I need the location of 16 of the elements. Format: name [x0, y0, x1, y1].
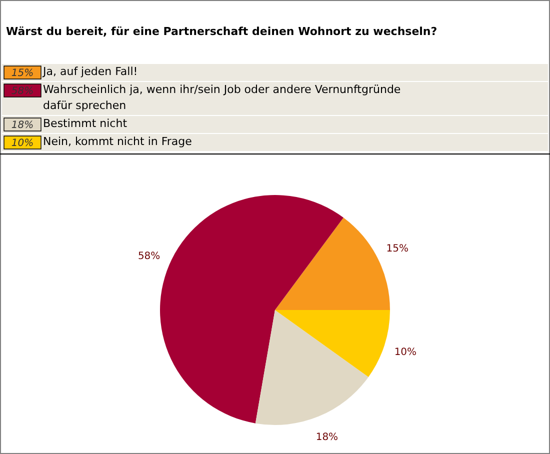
pie-slice — [160, 195, 344, 424]
data-label: 18% — [316, 432, 338, 443]
chart-title: Wärst du bereit, für eine Partnerschaft deinen Wohnort zu wechseln? — [6, 25, 438, 38]
data-label: 58% — [138, 251, 160, 262]
legend-label: Ja, auf jeden Fall! — [42, 65, 138, 78]
legend-label: Nein, kommt nicht in Frage — [43, 135, 192, 148]
data-label: 10% — [394, 346, 417, 358]
text: 10% — [11, 138, 34, 149]
text: 15% — [11, 68, 34, 79]
text: 58% — [11, 86, 34, 97]
pie-slice — [275, 310, 390, 378]
text: 18% — [11, 120, 34, 131]
pie-slice — [255, 310, 368, 425]
legend-label: Bestimmt nicht — [43, 117, 128, 130]
legend-label: Wahrscheinlich ja, wenn ihr/sein Job oder andere Vernunftgründe dafür sprechen — [43, 83, 401, 112]
data-label: 15% — [386, 243, 408, 254]
